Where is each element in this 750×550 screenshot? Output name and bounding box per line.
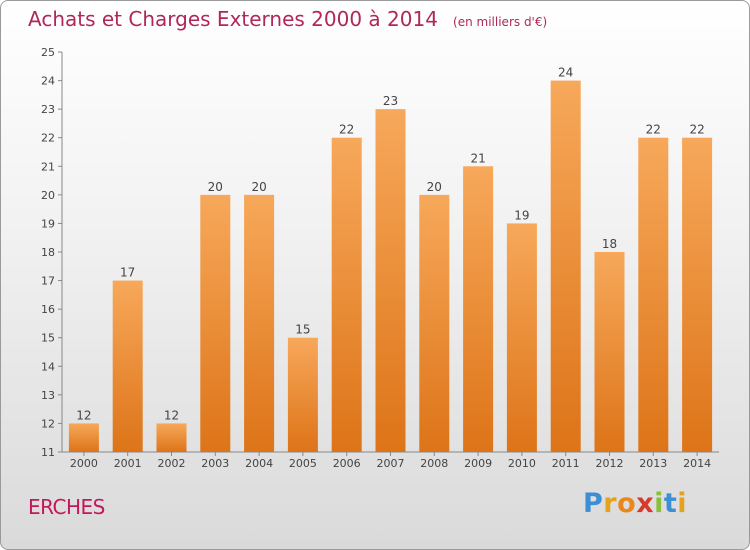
y-tick-label: 12 xyxy=(41,417,55,430)
x-tick-label: 2008 xyxy=(420,457,448,470)
data-label-2014: 22 xyxy=(689,123,704,137)
chart-data-labels: 12 17 12 20 20 15 22 23 20 21 19 24 18 22 22 xyxy=(76,66,704,423)
chart-title-text: Achats et Charges Externes 2000 à 2014 xyxy=(28,7,438,31)
bar-2010 xyxy=(506,223,537,452)
x-tick-label: 2004 xyxy=(245,457,273,470)
x-tick-label: 2000 xyxy=(70,457,98,470)
y-tick-label: 17 xyxy=(41,275,55,288)
x-tick-label: 2010 xyxy=(508,457,536,470)
bar-2001 xyxy=(112,280,143,452)
y-tick-label: 22 xyxy=(41,132,55,145)
bar-2004 xyxy=(244,194,275,452)
x-tick-label: 2012 xyxy=(596,457,624,470)
y-tick-label: 25 xyxy=(41,46,55,59)
y-tick-label: 20 xyxy=(41,189,55,202)
bar-2003 xyxy=(200,194,231,452)
data-label-2004: 20 xyxy=(251,180,266,194)
logo-letter: P xyxy=(583,488,604,519)
data-label-2013: 22 xyxy=(646,123,661,137)
data-label-2010: 19 xyxy=(514,208,529,222)
y-tick-label: 19 xyxy=(41,217,55,230)
y-tick-label: 15 xyxy=(41,332,55,345)
x-tick-label: 2011 xyxy=(552,457,580,470)
logo-letter: i xyxy=(654,488,664,519)
chart-bars xyxy=(68,80,713,453)
y-tick-label: 13 xyxy=(41,389,55,402)
logo-letter: x xyxy=(636,488,655,519)
bar-2006 xyxy=(331,137,362,452)
x-tick-label: 2003 xyxy=(201,457,229,470)
data-label-2000: 12 xyxy=(76,408,91,422)
bar-2007 xyxy=(375,109,406,453)
logo-letter: r xyxy=(603,488,618,519)
bar-2009 xyxy=(463,166,494,453)
data-label-2008: 20 xyxy=(427,180,442,194)
logo-letter: t xyxy=(663,488,678,519)
bar-2002 xyxy=(156,423,187,452)
bar-2013 xyxy=(638,137,669,452)
x-tick-label: 2006 xyxy=(333,457,361,470)
x-tick-label: 2005 xyxy=(289,457,317,470)
y-tick-label: 16 xyxy=(41,303,55,316)
bar-2011 xyxy=(550,80,581,453)
chart-unit: (en milliers d'€) xyxy=(453,15,548,29)
data-label-2009: 21 xyxy=(470,151,485,165)
bar-2005 xyxy=(287,337,318,452)
x-tick-label: 2002 xyxy=(158,457,186,470)
y-tick-label: 11 xyxy=(41,446,55,459)
chart-axes: 11 12 13 14 15 16 17 18 19 20 21 22 23 24 25 2000 2001 20… xyxy=(41,46,719,470)
bar-2012 xyxy=(594,252,625,452)
data-label-2005: 15 xyxy=(295,323,310,337)
y-tick-label: 24 xyxy=(41,75,55,88)
y-tick-label: 23 xyxy=(41,103,55,116)
x-tick-label: 2013 xyxy=(639,457,667,470)
data-label-2006: 22 xyxy=(339,123,354,137)
data-label-2012: 18 xyxy=(602,237,617,251)
data-label-2001: 17 xyxy=(120,266,135,280)
commune-name: ERCHES xyxy=(28,495,105,519)
data-label-2003: 20 xyxy=(208,180,223,194)
logo-letter: o xyxy=(617,488,637,519)
bar-2000 xyxy=(68,423,99,452)
y-tick-label: 21 xyxy=(41,160,55,173)
data-label-2011: 24 xyxy=(558,66,573,80)
y-tick-label: 18 xyxy=(41,246,55,259)
data-label-2002: 12 xyxy=(164,408,179,422)
proxiti-logo: Proxiti xyxy=(583,488,687,519)
x-tick-label: 2001 xyxy=(114,457,142,470)
data-label-2007: 23 xyxy=(383,94,398,108)
bar-2008 xyxy=(419,194,450,452)
x-tick-label: 2009 xyxy=(464,457,492,470)
x-tick-label: 2007 xyxy=(377,457,405,470)
chart-title: Achats et Charges Externes 2000 à 2014 (… xyxy=(28,7,547,31)
bar-2014 xyxy=(682,137,713,452)
logo-letter: i xyxy=(677,488,688,519)
x-tick-label: 2014 xyxy=(683,457,711,470)
y-tick-label: 14 xyxy=(41,360,55,373)
